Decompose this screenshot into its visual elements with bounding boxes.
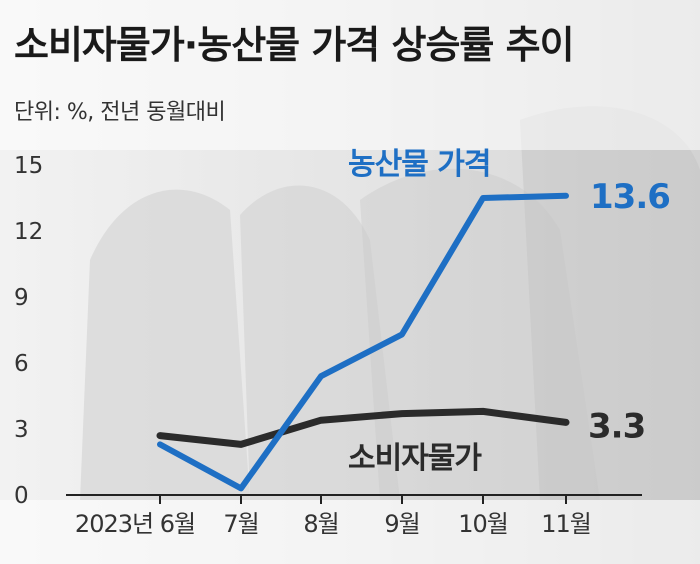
unit-label: 단위: %, 전년 동월대비 xyxy=(14,100,225,125)
series-name-consumer-price: 소비자물가 xyxy=(348,441,482,476)
x-tick-label: 2023년 6월 xyxy=(75,510,195,538)
y-tick-label: 9 xyxy=(14,285,29,311)
x-tick-label: 10월 xyxy=(458,510,508,538)
end-value-consumer-price: 3.3 xyxy=(588,406,645,446)
chart-title: 소비자물가·농산물 가격 상승률 추이 xyxy=(14,23,574,67)
x-tick-label: 9월 xyxy=(384,510,419,538)
end-value-agri-price: 13.6 xyxy=(590,177,670,217)
series-line-consumer-price xyxy=(156,407,570,448)
y-tick-label: 12 xyxy=(14,219,43,245)
x-tick-label: 11월 xyxy=(541,510,591,538)
y-tick-label: 6 xyxy=(14,351,29,377)
x-tick-label: 7월 xyxy=(223,510,258,538)
y-tick-label: 15 xyxy=(14,153,43,179)
y-tick-label: 0 xyxy=(14,483,29,509)
series-lines xyxy=(156,192,570,492)
x-axis: 2023년 6월 7월 8월 9월 10월 11월 xyxy=(66,494,642,538)
series-name-agri-price: 농산물 가격 xyxy=(348,147,490,182)
y-tick-label: 3 xyxy=(14,417,29,443)
y-axis-ticks: 15 12 9 6 3 0 xyxy=(14,153,43,509)
series-line-agri-price xyxy=(157,192,569,492)
x-tick-label: 8월 xyxy=(303,510,338,538)
